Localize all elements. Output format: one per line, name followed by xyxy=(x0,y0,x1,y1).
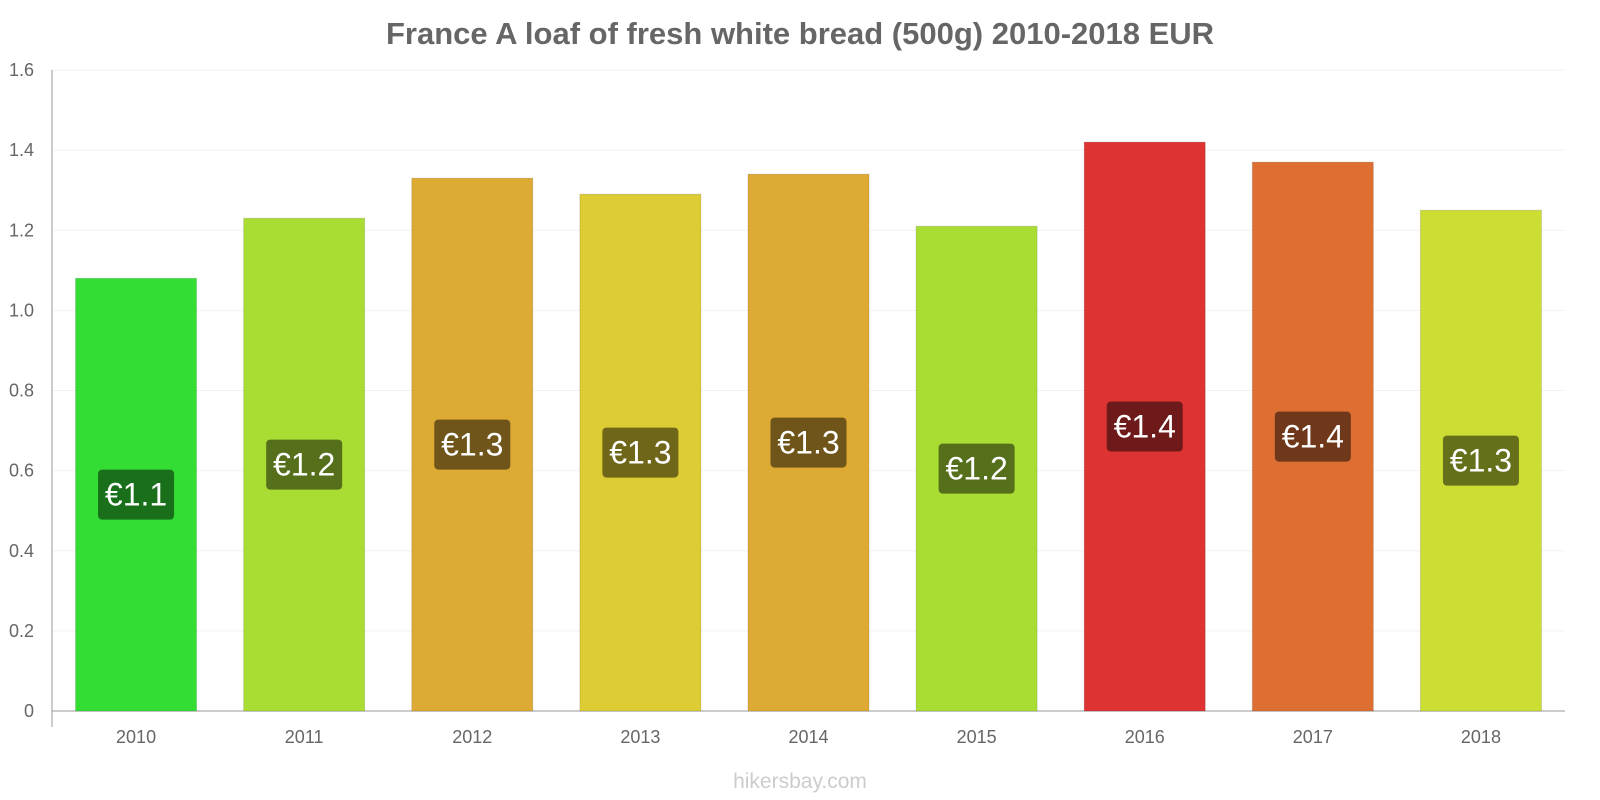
data-label: €1.3 xyxy=(1450,443,1512,479)
data-label: €1.4 xyxy=(1114,409,1176,445)
data-label: €1.3 xyxy=(441,427,503,463)
x-tick-label: 2011 xyxy=(285,727,324,747)
data-label: €1.2 xyxy=(273,447,335,483)
chart-title: France A loaf of fresh white bread (500g… xyxy=(385,16,1215,51)
data-label-box xyxy=(434,419,511,470)
data-label: €1.4 xyxy=(1282,419,1344,455)
y-tick-label: 0.4 xyxy=(9,541,34,561)
data-label: €1.3 xyxy=(777,425,839,461)
data-label: €1.1 xyxy=(105,477,167,513)
x-tick-label: 2012 xyxy=(452,727,492,747)
label-layer: €1.1 €1.2 €1.3 €1.3 €1.3 €1.2 €1.4 €1.4 €1.3 xyxy=(98,401,1519,520)
source-watermark: hikersbay.com xyxy=(733,770,867,793)
y-tick-label: 1.6 xyxy=(9,60,34,80)
x-tick-label: 2010 xyxy=(116,727,156,747)
x-tick-label: 2017 xyxy=(1293,727,1333,747)
y-tick-label: 1.0 xyxy=(9,300,34,320)
data-label-box xyxy=(602,427,679,478)
x-tick-label: 2014 xyxy=(788,727,828,747)
data-label-box xyxy=(1274,411,1351,462)
data-label: €1.2 xyxy=(945,451,1007,487)
y-tick-label: 1.2 xyxy=(9,220,34,240)
x-tick-label: 2016 xyxy=(1125,727,1165,747)
x-tick-label: 2015 xyxy=(957,727,997,747)
x-tick-label: 2013 xyxy=(620,727,660,747)
y-tick-label: 0.8 xyxy=(9,381,34,401)
data-label-box xyxy=(1442,435,1519,486)
y-tick-label: 0.2 xyxy=(9,621,34,641)
data-label: €1.3 xyxy=(609,435,671,471)
data-label-box xyxy=(938,443,1015,494)
y-tick-label: 0.6 xyxy=(9,461,34,481)
x-tick-label: 2018 xyxy=(1461,727,1501,747)
data-label-box xyxy=(98,469,175,520)
y-tick-label: 0 xyxy=(24,701,34,721)
data-label-box xyxy=(1106,401,1183,452)
y-tick-label: 1.4 xyxy=(9,140,34,160)
data-label-box xyxy=(770,417,847,468)
data-label-box xyxy=(266,439,343,490)
